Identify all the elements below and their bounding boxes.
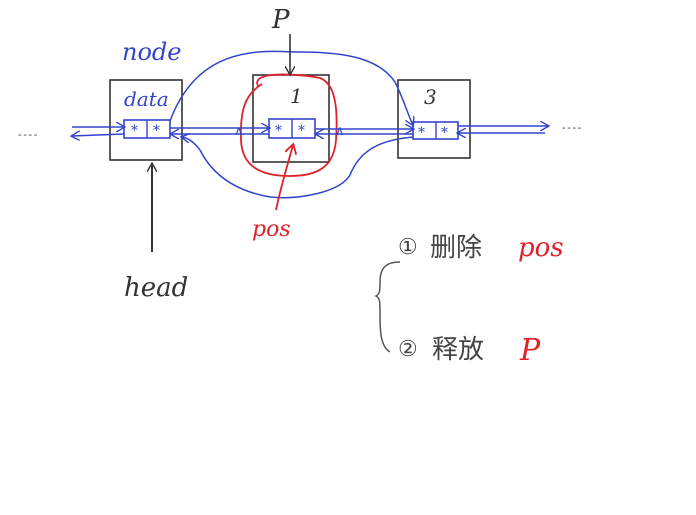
step-2-highlight: P xyxy=(519,333,541,368)
head-label: head xyxy=(124,273,188,303)
node-left-prev-star: * xyxy=(131,123,138,139)
node-right-prev-star: * xyxy=(418,125,425,141)
node-left-data-label: data xyxy=(124,87,169,111)
step-1-highlight: pos xyxy=(518,233,564,263)
node-left: * * data xyxy=(109,79,183,161)
node-middle-prev-star: * xyxy=(275,123,282,139)
step-2-marker: ② xyxy=(398,337,418,362)
left-outgoing-arrow xyxy=(72,134,125,136)
bypass-next-link xyxy=(169,50,413,125)
step-1-marker: ① xyxy=(398,235,418,260)
steps-brace xyxy=(374,261,401,353)
node-left-next-star: * xyxy=(153,123,160,139)
middle-right-caret: ∧ xyxy=(335,124,345,139)
step-2: ② 释放 P xyxy=(398,333,541,368)
pos-label: pos xyxy=(252,217,291,242)
node-left-box xyxy=(109,79,183,161)
bypass-prev-link xyxy=(182,137,414,199)
node-middle-value: 1 xyxy=(290,84,303,108)
right-ellipsis: - - - - xyxy=(562,121,582,134)
p-label: P xyxy=(271,5,290,35)
step-1-text: 删除 xyxy=(430,233,482,263)
node-middle-next-star: * xyxy=(298,123,305,139)
node-label: node xyxy=(122,38,181,66)
node-right-next-star: * xyxy=(441,125,448,141)
step-2-text: 释放 xyxy=(432,335,484,365)
node-right: * * 3 xyxy=(397,79,471,159)
node-right-value: 3 xyxy=(424,85,437,109)
middle-left-caret: ∧ xyxy=(234,124,244,139)
step-1: ① 删除 pos xyxy=(398,233,564,263)
pos-pointer-arrow xyxy=(275,145,293,211)
left-ellipsis: - - - - xyxy=(18,128,38,141)
node-right-box xyxy=(397,79,471,159)
